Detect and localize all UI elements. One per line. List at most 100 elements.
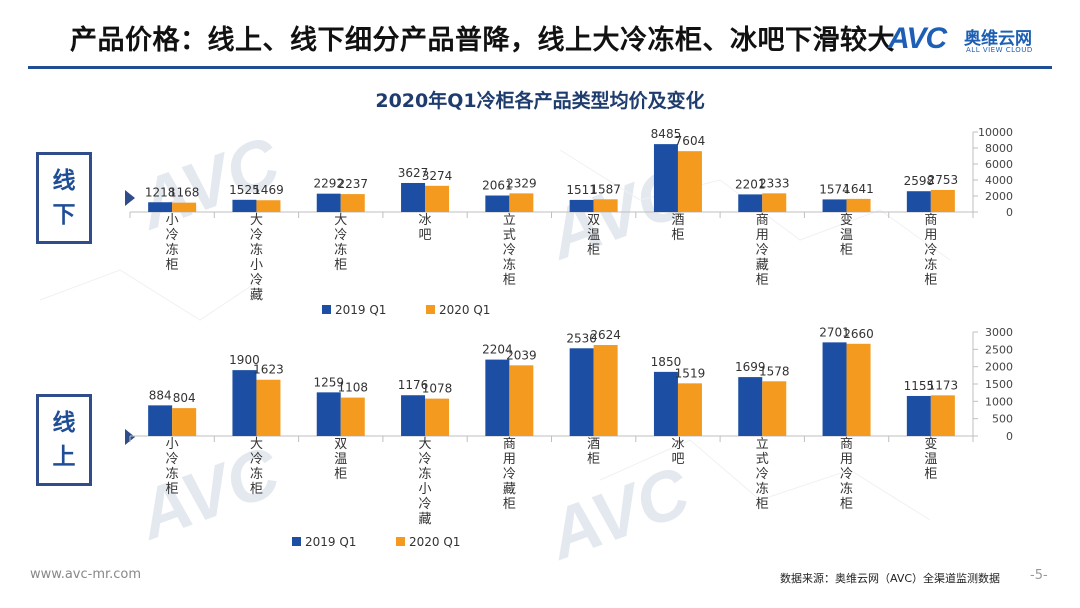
category-label: 小冷冻柜	[166, 437, 179, 497]
bar-2020	[509, 193, 534, 212]
category-label: 大冷冻柜	[334, 213, 347, 273]
bar-value-label: 1511	[566, 183, 597, 197]
bar-value-label: 3274	[422, 169, 453, 183]
bar-2019	[316, 193, 341, 212]
bar-2020	[172, 408, 197, 436]
legend-swatch-2019	[322, 305, 331, 314]
bar-2019	[232, 370, 257, 436]
category-label: 立式冷冻柜	[503, 213, 516, 288]
bar-2019	[316, 392, 341, 436]
bar-2019	[148, 405, 173, 436]
bar-value-label: 1525	[229, 183, 260, 197]
bar-2019	[906, 191, 931, 212]
bar-2020	[846, 343, 871, 436]
category-label: 大冷冻小冷藏	[419, 437, 432, 527]
bar-value-label: 1218	[145, 185, 176, 199]
bar-2019	[653, 144, 678, 212]
bar-value-label: 1519	[675, 366, 706, 380]
bar-value-label: 1155	[904, 379, 935, 393]
bar-value-label: 1699	[735, 360, 766, 374]
bar-2019	[822, 199, 847, 212]
brand-logo: AVC 奥维云网 ALL VIEW CLOUD	[888, 22, 1068, 62]
bar-2019	[569, 199, 594, 212]
bar-value-label: 2061	[482, 179, 513, 193]
category-label: 商用冷藏柜	[503, 437, 516, 512]
bar-2019	[569, 348, 594, 436]
bar-2019	[653, 371, 678, 436]
bar-2019	[485, 195, 510, 212]
bar-value-label: 2701	[819, 325, 850, 339]
bar-2019	[738, 377, 763, 436]
bar-2020	[172, 202, 197, 212]
bar-value-label: 2039	[506, 348, 537, 362]
bar-2020	[762, 193, 787, 212]
offline-label-char-2: 下	[52, 202, 76, 228]
bar-2020	[425, 185, 450, 212]
category-label: 冰吧	[671, 437, 684, 467]
category-label: 商用冷冻柜	[924, 213, 937, 288]
bar-2020	[340, 194, 365, 212]
y-tick-label: 2500	[985, 343, 1013, 356]
category-label: 商用冷藏柜	[756, 213, 769, 288]
bar-value-label: 2237	[337, 177, 368, 191]
bar-value-label: 1574	[819, 182, 850, 196]
bar-2020	[930, 395, 955, 436]
bar-value-label: 1173	[928, 378, 959, 392]
offline-channel-box: 线 下	[36, 152, 92, 244]
bar-value-label: 2333	[759, 176, 790, 190]
bar-value-label: 2204	[482, 343, 513, 357]
logo-en-text: ALL VIEW CLOUD	[966, 46, 1033, 54]
bar-2020	[593, 199, 618, 212]
bar-2019	[906, 395, 931, 436]
category-label: 变温柜	[924, 436, 937, 482]
bar-value-label: 1623	[253, 363, 284, 377]
online-label-char-1: 线	[52, 410, 76, 436]
bar-value-label: 2201	[735, 177, 766, 191]
y-tick-label: 6000	[985, 158, 1013, 171]
bar-2020	[425, 398, 450, 436]
bar-value-label: 2292	[313, 177, 344, 191]
bar-value-label: 2329	[506, 176, 537, 190]
bar-value-label: 1259	[313, 375, 344, 389]
bar-value-label: 1850	[651, 355, 682, 369]
bar-2020	[256, 200, 281, 212]
header-divider	[28, 66, 1052, 69]
bar-value-label: 2753	[928, 173, 959, 187]
logo-mark: AVC	[888, 22, 947, 55]
legend-label: 2019 Q1	[335, 303, 386, 317]
bar-value-label: 7604	[675, 134, 706, 148]
bar-value-label: 2660	[843, 327, 874, 341]
category-label: 变温柜	[840, 212, 853, 258]
footer-url[interactable]: www.avc-mr.com	[30, 567, 142, 582]
bar-2019	[738, 194, 763, 212]
bar-value-label: 884	[149, 388, 172, 402]
bar-value-label: 1469	[253, 183, 284, 197]
legend-swatch-2019	[292, 537, 301, 546]
bar-2020	[930, 189, 955, 212]
bar-2020	[593, 345, 618, 436]
y-tick-label: 10000	[978, 126, 1013, 139]
online-label-char-2: 上	[52, 444, 76, 470]
bar-value-label: 1108	[337, 381, 368, 395]
category-label: 双温柜	[587, 213, 600, 258]
category-label: 大冷冻小冷藏	[250, 213, 263, 303]
category-label: 酒柜	[587, 437, 600, 467]
bar-2020	[256, 379, 281, 436]
bar-2020	[677, 151, 702, 212]
header: 产品价格：线上、线下细分产品普降，线上大冷冻柜、冰吧下滑较大 AVC 奥维云网 …	[0, 0, 1080, 70]
bar-2020	[509, 365, 534, 436]
y-tick-label: 2000	[985, 190, 1013, 203]
page-title: 产品价格：线上、线下细分产品普降，线上大冷冻柜、冰吧下滑较大	[70, 25, 895, 56]
y-tick-label: 500	[992, 413, 1013, 426]
bar-2020	[677, 383, 702, 436]
offline-label-char-1: 线	[52, 168, 76, 194]
page-number: -5-	[1030, 568, 1048, 583]
bar-value-label: 1168	[169, 186, 200, 200]
bar-2020	[762, 381, 787, 436]
bar-value-label: 1587	[590, 182, 621, 196]
y-tick-label: 2000	[985, 361, 1013, 374]
bar-value-label: 2598	[904, 174, 935, 188]
bar-value-label: 1078	[422, 382, 453, 396]
bar-value-label: 3627	[398, 166, 429, 180]
y-tick-label: 0	[1006, 206, 1013, 219]
